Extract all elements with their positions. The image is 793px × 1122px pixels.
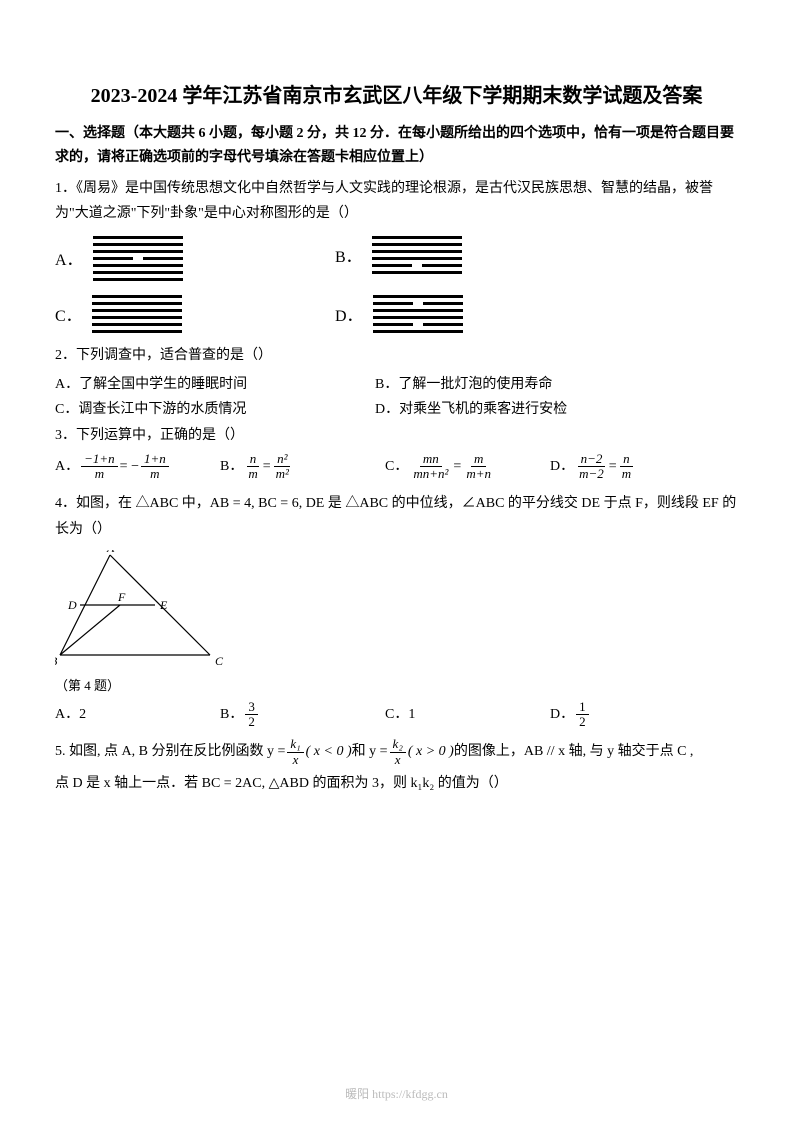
q1-hex-a	[93, 232, 183, 285]
q2-opt-a: A．了解全国中学生的睡眠时间	[55, 372, 335, 397]
q3-c-lnum: mn	[420, 452, 442, 467]
q3-c-rden: m+n	[463, 467, 494, 481]
q3-c-lden: mn+n²	[410, 467, 451, 481]
q3-d-lden: m−2	[576, 467, 607, 481]
q4-opt-a: A．2	[55, 702, 220, 727]
q3-opt-a: A． −1+nm = − 1+nm	[55, 452, 220, 482]
q3-c-rnum: m	[471, 452, 486, 467]
q3-text: 3．下列运算中，正确的是（）	[55, 423, 738, 448]
q4-d-den: 2	[576, 715, 589, 729]
q2-opt-c: C．调查长江中下游的水质情况	[55, 397, 335, 422]
triangle-diagram: A B C D E F	[55, 550, 225, 668]
q3-a-mid: = −	[120, 454, 139, 479]
q3-opt-d: D． n−2m−2 = nm	[550, 452, 715, 482]
q4-d-label: D．	[550, 702, 574, 727]
q1-text: 1．《周易》是中国传统思想文化中自然哲学与人文实践的理论根源，是古代汉民族思想、…	[55, 176, 738, 226]
q4-caption: （第 4 题）	[55, 675, 738, 694]
q4-b-den: 2	[245, 715, 258, 729]
svg-text:E: E	[159, 598, 168, 612]
q1-opt-a-label: A．	[55, 246, 83, 270]
svg-text:A: A	[106, 550, 115, 555]
q3-d-mid: =	[609, 454, 617, 479]
svg-text:B: B	[55, 654, 58, 668]
q4-text: 4．如图，在 △ABC 中，AB = 4, BC = 6, DE 是 △ABC …	[55, 491, 738, 541]
q5-line1: 5. 如图, 点 A, B 分别在反比例函数 y = k₁x ( x < 0 )…	[55, 737, 738, 767]
page-title: 2023-2024 学年江苏省南京市玄武区八年级下学期期末数学试题及答案	[55, 80, 738, 112]
q3-d-rnum: n	[620, 452, 633, 467]
q1-opt-d-label: D．	[335, 302, 363, 326]
q3-c-label: C．	[385, 454, 408, 479]
q5-p1: ( x < 0 )	[306, 739, 352, 764]
q2-opt-b: B．了解一批灯泡的使用寿命	[375, 372, 655, 397]
q1-opt-a: A．	[55, 232, 335, 285]
q1-opt-c-label: C．	[55, 302, 82, 326]
q5-f2-num: k₂	[390, 737, 406, 752]
q5-line2: 点 D 是 x 轴上一点．若 BC = 2AC, △ABD 的面积为 3，则 k…	[55, 771, 738, 796]
q5-p2: ( x > 0 )	[408, 739, 454, 764]
q4-opt-d: D． 12	[550, 700, 715, 730]
q1-opt-b: B．	[335, 232, 615, 278]
q5-pre: 5. 如图, 点 A, B 分别在反比例函数 y =	[55, 739, 285, 764]
q3-a-lnum: −1+n	[81, 452, 118, 467]
q4-opts: A．2 B． 32 C．1 D． 12	[55, 700, 738, 730]
q4-opt-c: C．1	[385, 702, 550, 727]
page-footer: 暖阳 https://kfdgg.cn	[0, 1085, 793, 1102]
q3-c-mid: =	[453, 454, 461, 479]
q3-opt-c: C． mnmn+n² = mm+n	[385, 452, 550, 482]
q3-d-rden: m	[619, 467, 634, 481]
q3-b-label: B．	[220, 454, 243, 479]
q2-opts: A．了解全国中学生的睡眠时间 B．了解一批灯泡的使用寿命 C．调查长江中下游的水…	[55, 372, 738, 422]
svg-text:C: C	[215, 654, 224, 668]
q3-opts: A． −1+nm = − 1+nm B． nm = n²m² C． mnmn+n…	[55, 452, 738, 482]
q1-hex-b	[372, 232, 462, 278]
q3-a-rnum: 1+n	[141, 452, 169, 467]
q1-opt-d: D．	[335, 291, 615, 337]
section-header: 一、选择题（本大题共 6 小题，每小题 2 分，共 12 分．在每小题所给出的四…	[55, 122, 738, 170]
q5-f1-num: k₁	[287, 737, 303, 752]
q4-d-num: 1	[576, 700, 589, 715]
svg-text:F: F	[117, 590, 126, 604]
q3-d-label: D．	[550, 454, 574, 479]
q1-hex-c	[92, 291, 182, 337]
q1-opt-b-label: B．	[335, 243, 362, 267]
q3-opt-b: B． nm = n²m²	[220, 452, 385, 482]
q3-a-lden: m	[92, 467, 107, 481]
q3-b-rden: m²	[273, 467, 292, 481]
q1-row-cd: C． D．	[55, 291, 738, 337]
q4-figure: A B C D E F	[55, 550, 738, 673]
q3-a-rden: m	[147, 467, 162, 481]
q5-f1-den: x	[290, 753, 302, 767]
q3-b-rnum: n²	[274, 452, 290, 467]
q1-hex-d	[373, 291, 463, 337]
q2-opt-d: D．对乘坐飞机的乘客进行安检	[375, 397, 655, 422]
q1-row-ab: A． B．	[55, 232, 738, 285]
q1-opt-c: C．	[55, 291, 335, 337]
q5-post: 的图像上，AB // x 轴, 与 y 轴交于点 C ,	[454, 739, 694, 764]
q3-d-lnum: n−2	[578, 452, 606, 467]
q3-a-label: A．	[55, 454, 79, 479]
q5-f2-den: x	[392, 753, 404, 767]
q2-text: 2．下列调查中，适合普查的是（）	[55, 343, 738, 368]
q3-b-lden: m	[245, 467, 260, 481]
svg-text:D: D	[67, 598, 77, 612]
q3-b-mid: =	[263, 454, 271, 479]
q4-b-label: B．	[220, 702, 243, 727]
q4-opt-b: B． 32	[220, 700, 385, 730]
q3-b-lnum: n	[247, 452, 260, 467]
q5-mid1: 和 y =	[352, 739, 388, 764]
q4-b-num: 3	[245, 700, 258, 715]
